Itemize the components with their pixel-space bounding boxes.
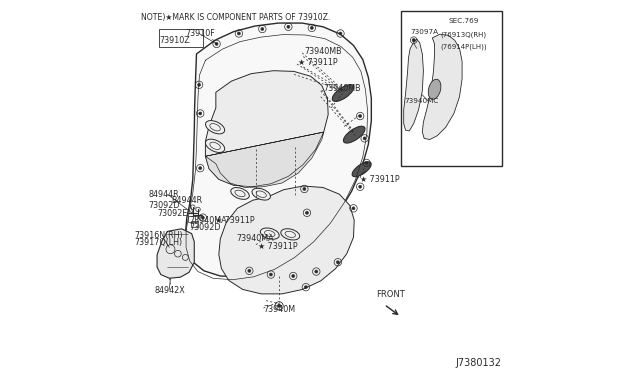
Ellipse shape (252, 188, 271, 200)
Ellipse shape (352, 162, 371, 177)
Text: B4944R: B4944R (172, 196, 202, 205)
Ellipse shape (231, 187, 250, 199)
Circle shape (358, 185, 362, 188)
Ellipse shape (332, 84, 354, 102)
Text: 84944R: 84944R (149, 190, 179, 199)
Circle shape (261, 28, 264, 31)
Bar (188, 216, 195, 222)
Text: 73092E: 73092E (157, 209, 188, 218)
Text: 73092D: 73092D (190, 223, 221, 232)
Text: 73940MC: 73940MC (404, 98, 438, 104)
Ellipse shape (205, 139, 225, 153)
Circle shape (199, 112, 202, 115)
Ellipse shape (260, 228, 279, 239)
Circle shape (315, 270, 318, 273)
Circle shape (237, 32, 241, 35)
Text: ★ 73911P: ★ 73911P (257, 242, 297, 251)
Circle shape (412, 39, 415, 42)
Circle shape (310, 26, 314, 29)
Circle shape (215, 42, 218, 45)
Text: 73940MB: 73940MB (323, 84, 360, 93)
Circle shape (337, 261, 339, 264)
Circle shape (363, 137, 366, 140)
Text: 73092D: 73092D (148, 201, 180, 210)
Polygon shape (205, 71, 328, 187)
Circle shape (303, 187, 306, 190)
Text: 73940MA: 73940MA (189, 216, 227, 225)
Text: 73917Q(LH): 73917Q(LH) (134, 238, 182, 247)
Text: 73097A: 73097A (410, 29, 438, 35)
Text: 73910Z: 73910Z (159, 36, 190, 45)
Circle shape (305, 286, 307, 289)
Bar (401, 11, 502, 166)
Ellipse shape (428, 79, 441, 99)
Text: SEC.769: SEC.769 (449, 18, 479, 24)
Circle shape (198, 83, 200, 86)
Circle shape (305, 211, 308, 214)
Ellipse shape (281, 229, 300, 240)
Text: ★ 73911P: ★ 73911P (298, 58, 337, 67)
Circle shape (339, 32, 342, 35)
Ellipse shape (344, 126, 365, 143)
Circle shape (199, 167, 202, 170)
Text: 73916N(RH): 73916N(RH) (134, 231, 182, 240)
Circle shape (292, 275, 294, 278)
Text: 73940MA: 73940MA (236, 234, 274, 243)
Polygon shape (404, 39, 424, 131)
Polygon shape (219, 186, 354, 294)
Polygon shape (205, 132, 324, 187)
Text: NOTE)★MARK IS COMPONENT PARTS OF 73910Z.: NOTE)★MARK IS COMPONENT PARTS OF 73910Z. (141, 13, 330, 22)
Circle shape (365, 161, 368, 164)
Bar (191, 221, 198, 227)
Text: (76914P(LH)): (76914P(LH)) (440, 44, 487, 50)
Circle shape (352, 207, 355, 210)
Text: 73940M: 73940M (264, 305, 296, 314)
Text: ★ 73911P: ★ 73911P (360, 175, 400, 184)
Text: (76913Q(RH): (76913Q(RH) (441, 32, 487, 38)
Text: FRONT: FRONT (376, 291, 405, 299)
Bar (159, 29, 203, 46)
Circle shape (278, 304, 280, 307)
Polygon shape (422, 34, 462, 140)
Text: 84942X: 84942X (154, 286, 185, 295)
Circle shape (248, 269, 251, 272)
Circle shape (287, 25, 290, 28)
Text: 73910F: 73910F (186, 29, 215, 38)
Text: ★ 73911P: ★ 73911P (215, 216, 255, 225)
Text: 73940MB: 73940MB (305, 47, 342, 56)
Ellipse shape (205, 121, 225, 134)
Polygon shape (157, 229, 195, 278)
Polygon shape (186, 23, 371, 277)
Circle shape (269, 273, 273, 276)
Text: J7380132: J7380132 (456, 358, 502, 368)
Circle shape (202, 216, 204, 219)
Circle shape (358, 115, 362, 118)
